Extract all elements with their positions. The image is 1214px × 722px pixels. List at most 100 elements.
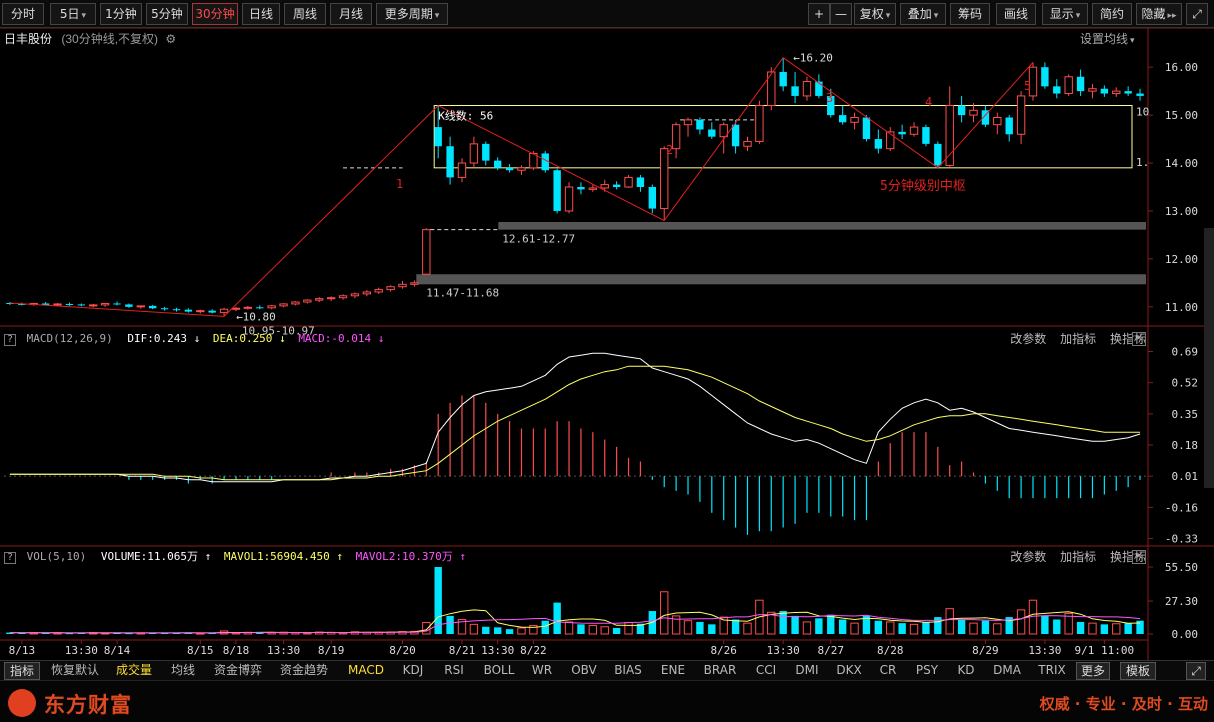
help-icon[interactable]: ? [4, 552, 16, 564]
tab-cci[interactable]: CCI [755, 663, 777, 677]
tab-brar[interactable]: BRAR [703, 663, 737, 677]
price-tick-label: 13.00 [1165, 205, 1198, 218]
candle-body-down [708, 129, 716, 137]
chart-canvas[interactable]: 16.00 15.00 14.00 13.00 12.00 11.00 0.69 0.52 0.… [0, 28, 1214, 660]
volume-bar-up [683, 620, 693, 635]
candle-body-down [505, 167, 514, 171]
gear-icon[interactable]: ⚙ [165, 32, 177, 46]
candle-body-up [398, 283, 407, 288]
tab-bias[interactable]: BIAS [614, 663, 642, 677]
expand-tabs-icon[interactable]: ⤢ [1186, 662, 1206, 680]
vol-switch-indicator-button[interactable]: 换指标 [1109, 550, 1146, 564]
tab-rsi[interactable]: RSI [444, 663, 464, 677]
tab-boll[interactable]: BOLL [483, 663, 515, 677]
tab-dma[interactable]: DMA [993, 663, 1021, 677]
tab-fund-game[interactable]: 资金博弈 [213, 663, 262, 677]
wave-label: 2 [666, 143, 673, 157]
period-month-button[interactable]: 月线 [330, 3, 372, 25]
tab-volume[interactable]: 成交量 [115, 663, 152, 677]
box-edge-label: 10 [1136, 106, 1149, 119]
double-right-icon: ▸▸ [1167, 11, 1177, 21]
date-label: 8/26 [710, 644, 737, 657]
up-arrow-icon: ↑ [204, 550, 212, 563]
tab-kd[interactable]: KD [957, 663, 975, 677]
date-label: 8/14 [104, 644, 131, 657]
chevron-down-icon: ▾ [933, 11, 939, 21]
hide-button[interactable]: 隐藏 ▸▸ [1136, 3, 1182, 25]
tab-fund-trend[interactable]: 资金趋势 [279, 663, 328, 677]
macd-edit-params-button[interactable]: 改参数 [1010, 332, 1047, 346]
more-periods-button[interactable]: 更多周期 ▾ [376, 3, 448, 25]
candle-body-up [136, 305, 145, 308]
tab-wr[interactable]: WR [531, 663, 553, 677]
period-fenshi-button[interactable]: 分时 [2, 3, 44, 25]
vol-close-icon[interactable]: ✕ [1132, 550, 1146, 564]
period-30min-button[interactable]: 30分钟 [192, 3, 238, 25]
tab-restore-default[interactable]: 恢复默认 [50, 663, 99, 677]
tab-dkx[interactable]: DKX [836, 663, 862, 677]
wave-label: 1 [396, 177, 403, 191]
date-label: 13:30 [267, 644, 300, 657]
date-label: 8/21 [449, 644, 476, 657]
period-5day-button[interactable]: 5日 ▾ [50, 3, 96, 25]
date-label: 8/27 [818, 644, 845, 657]
candle-body-up [909, 126, 919, 135]
macd-add-indicator-button[interactable]: 加指标 [1060, 332, 1097, 346]
adjust-button[interactable]: 复权 ▾ [854, 3, 896, 25]
candle-body-down [65, 303, 74, 305]
volume-bar-down [1053, 619, 1061, 634]
tab-more[interactable]: 更多 [1076, 662, 1110, 680]
tab-indicator[interactable]: 指标 [4, 662, 40, 680]
volume-bar-up [660, 591, 669, 635]
price-tick-label: 12.00 [1165, 253, 1198, 266]
simple-button[interactable]: 简约 [1092, 3, 1132, 25]
zoom-in-button[interactable]: + [808, 3, 830, 25]
candle-body-down [1005, 117, 1013, 135]
zoom-out-button[interactable]: — [830, 3, 852, 25]
vol-add-indicator-button[interactable]: 加指标 [1060, 550, 1097, 564]
volume-bar-up [529, 625, 538, 635]
period-day-button[interactable]: 日线 [242, 3, 280, 25]
overlay-button[interactable]: 叠加 ▾ [900, 3, 946, 25]
draw-line-button[interactable]: 画线 [996, 3, 1036, 25]
tab-trix[interactable]: TRIX [1038, 663, 1066, 677]
chevron-down-icon: ▾ [434, 11, 440, 21]
chevron-down-icon: ▾ [1075, 11, 1081, 21]
tab-kdj[interactable]: KDJ [402, 663, 424, 677]
mavol2-line [9, 614, 1141, 634]
macd-switch-indicator-button[interactable]: 换指标 [1109, 332, 1146, 346]
wave-line [437, 105, 665, 221]
volume-bar-up [886, 621, 895, 635]
help-icon[interactable]: ? [4, 334, 16, 346]
vol-tick-label: 0.00 [1172, 628, 1199, 641]
tab-dmi[interactable]: DMI [795, 663, 819, 677]
candle-body-down [41, 303, 50, 305]
tab-ma[interactable]: 均线 [170, 663, 195, 677]
chips-button[interactable]: 筹码 [950, 3, 990, 25]
period-1min-button[interactable]: 1分钟 [100, 3, 142, 25]
volume-bar-up [719, 616, 728, 635]
tab-template[interactable]: 模板 [1120, 662, 1156, 680]
display-button[interactable]: 显示 ▾ [1042, 3, 1088, 25]
tab-obv[interactable]: OBV [571, 663, 597, 677]
fullscreen-button[interactable]: ⤢ [1186, 3, 1208, 25]
candle-body-up [100, 302, 110, 306]
tab-ene[interactable]: ENE [660, 663, 686, 677]
ma-settings-button[interactable]: 设置均线 ▾ [1080, 32, 1135, 46]
vol-edit-params-button[interactable]: 改参数 [1010, 550, 1047, 564]
vol-title: VOL(5,10) [26, 550, 87, 563]
tab-cr[interactable]: CR [879, 663, 897, 677]
period-5min-button[interactable]: 5分钟 [146, 3, 188, 25]
date-label: 13:30 [767, 644, 800, 657]
macd-close-icon[interactable]: ✕ [1132, 332, 1146, 346]
period-week-button[interactable]: 周线 [284, 3, 326, 25]
candle-body-up [1064, 76, 1073, 95]
tab-psy[interactable]: PSY [915, 663, 939, 677]
macd-tick-label: 0.69 [1172, 346, 1199, 359]
wave-label: 5 [1024, 79, 1031, 93]
brand-logo-text: 东方财富 [44, 693, 132, 717]
chevron-down-icon: ▾ [1130, 36, 1135, 46]
candle-body-down [957, 105, 966, 116]
tab-macd[interactable]: MACD [348, 663, 384, 677]
macd-tick-label: 0.18 [1172, 439, 1199, 452]
